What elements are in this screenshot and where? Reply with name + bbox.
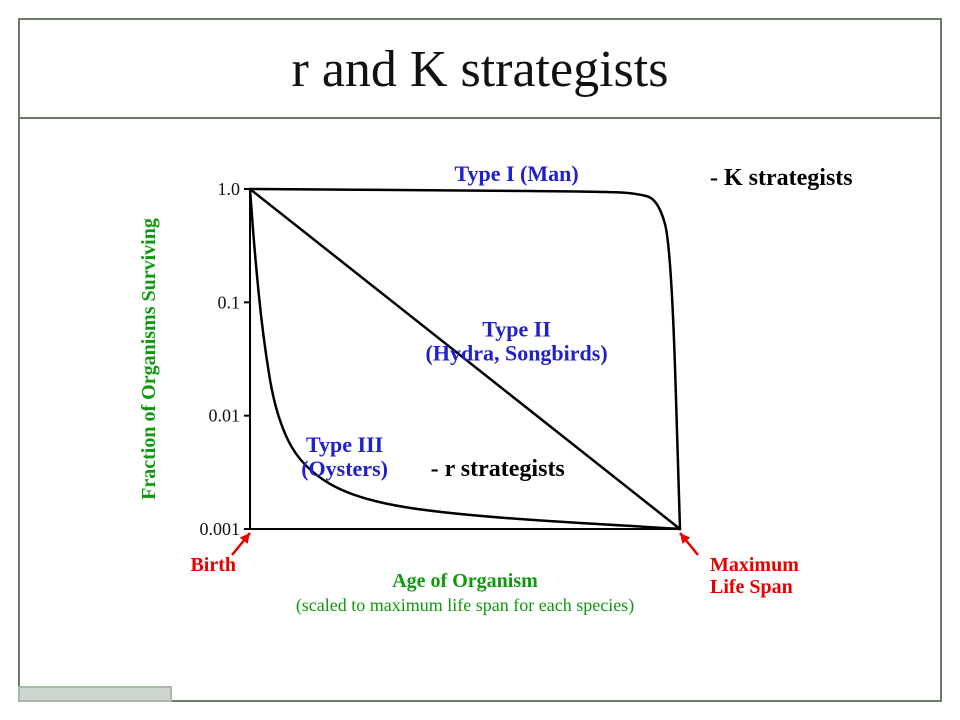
label-type3: Type III(Oysters) [301,432,388,481]
label-type1: Type I (Man) [454,161,578,186]
x-axis-title: Age of Organism [392,570,538,592]
y-axis-title: Fraction of Organisms Surviving [138,218,160,500]
chart-svg: 1.0 0.1 0.01 0.001 Fraction of Organisms Sur… [100,149,860,649]
y-tick-label: 1.0 [218,179,241,199]
slide-title: r and K strategists [20,20,940,119]
x-marker-label: MaximumLife Span [710,554,799,598]
slide-content: 1.0 0.1 0.01 0.001 Fraction of Organisms Sur… [20,119,940,679]
annot-k-strategists: - K strategists [710,165,853,191]
x-axis-subtitle: (scaled to maximum life span for each sp… [296,595,634,616]
accent-tab [18,686,172,702]
annot-r-strategists: - r strategists [431,456,565,482]
label-type2: Type II(Hydra, Songbirds) [426,316,608,365]
slide: r and K strategists 1.0 0.1 0.01 0.001 Fract… [0,0,960,720]
survivorship-chart: 1.0 0.1 0.01 0.001 Fraction of Organisms Sur… [100,149,860,649]
y-tick-label: 0.1 [218,292,241,312]
x-marker-label: Birth [190,554,236,576]
y-tick-label: 0.001 [200,519,241,539]
slide-frame: r and K strategists 1.0 0.1 0.01 0.001 Fract… [18,18,942,702]
y-tick-label: 0.01 [209,406,241,426]
